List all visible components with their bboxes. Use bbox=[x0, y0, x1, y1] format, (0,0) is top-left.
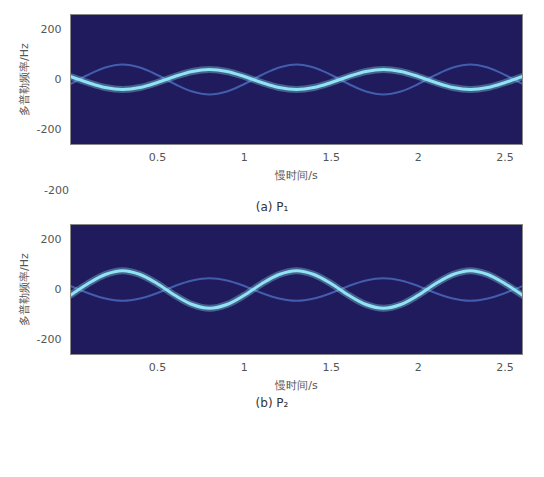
svg-text:0.5: 0.5 bbox=[149, 361, 167, 374]
svg-text:2: 2 bbox=[415, 361, 422, 374]
svg-text:200: 200 bbox=[41, 233, 62, 246]
svg-text:-200: -200 bbox=[37, 123, 62, 136]
svg-text:多普勒频率/Hz: 多普勒频率/Hz bbox=[18, 253, 31, 326]
svg-text:慢时间/s: 慢时间/s bbox=[274, 169, 318, 182]
svg-text:1: 1 bbox=[241, 361, 248, 374]
svg-text:0: 0 bbox=[55, 73, 62, 86]
svg-text:200: 200 bbox=[41, 23, 62, 36]
svg-text:2.5: 2.5 bbox=[496, 151, 513, 164]
svg-text:2.5: 2.5 bbox=[496, 361, 513, 374]
html-text:(b) P₂: (b) P₂ bbox=[255, 396, 289, 410]
svg-text:多普勒频率/Hz: 多普勒频率/Hz bbox=[18, 43, 31, 116]
svg-text:0: 0 bbox=[55, 283, 62, 296]
svg-text:慢时间/s: 慢时间/s bbox=[274, 379, 318, 392]
svg-text:1: 1 bbox=[241, 151, 248, 164]
svg-text:0.5: 0.5 bbox=[149, 151, 167, 164]
svg-text:1.5: 1.5 bbox=[323, 151, 341, 164]
svg-text:-200: -200 bbox=[37, 333, 62, 346]
html-text:(a) P₁: (a) P₁ bbox=[255, 200, 289, 214]
svg-text:1.5: 1.5 bbox=[323, 361, 341, 374]
html-text:-200: -200 bbox=[44, 184, 69, 197]
svg-text:2: 2 bbox=[415, 151, 422, 164]
